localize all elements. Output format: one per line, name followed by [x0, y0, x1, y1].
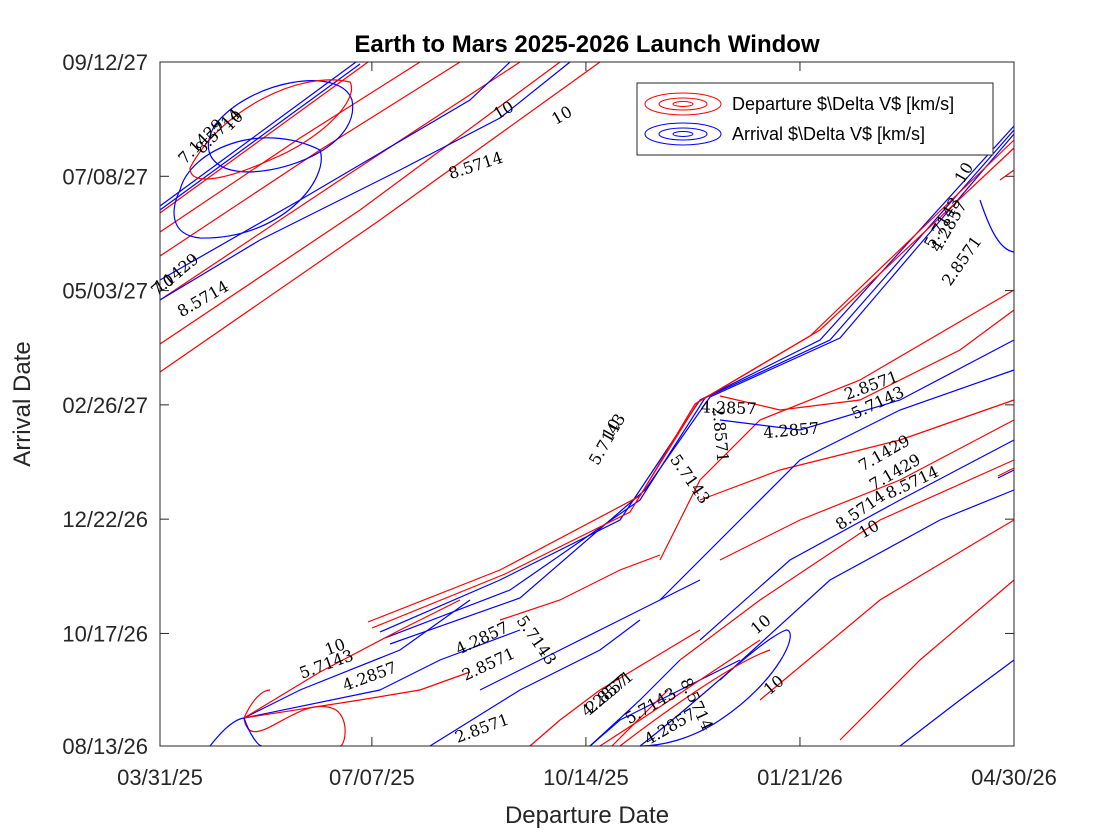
x-tick-label: 07/07/25 [329, 765, 415, 790]
x-axis-label: Departure Date [505, 802, 669, 829]
legend-departure-label: Departure $\Delta V$ [km/s] [732, 94, 954, 114]
legend: Departure $\Delta V$ [km/s] Arrival $\De… [637, 83, 993, 155]
y-tick-label: 05/03/27 [62, 279, 148, 304]
chart-title: Earth to Mars 2025-2026 Launch Window [354, 31, 820, 58]
y-tick-label: 02/26/27 [62, 393, 148, 418]
x-tick-label: 03/31/25 [117, 765, 203, 790]
x-tick-label: 01/21/26 [757, 765, 843, 790]
y-tick-label: 08/13/26 [62, 734, 148, 759]
x-tick-label: 04/30/26 [971, 765, 1057, 790]
y-tick-label: 12/22/26 [62, 507, 148, 532]
x-tick-label: 10/14/25 [543, 765, 629, 790]
legend-arrival-label: Arrival $\Delta V$ [km/s] [732, 124, 925, 144]
y-axis-label: Arrival Date [9, 341, 36, 466]
y-tick-label: 10/17/26 [62, 621, 148, 646]
y-tick-label: 07/08/27 [62, 164, 148, 189]
y-tick-label: 09/12/27 [62, 50, 148, 75]
